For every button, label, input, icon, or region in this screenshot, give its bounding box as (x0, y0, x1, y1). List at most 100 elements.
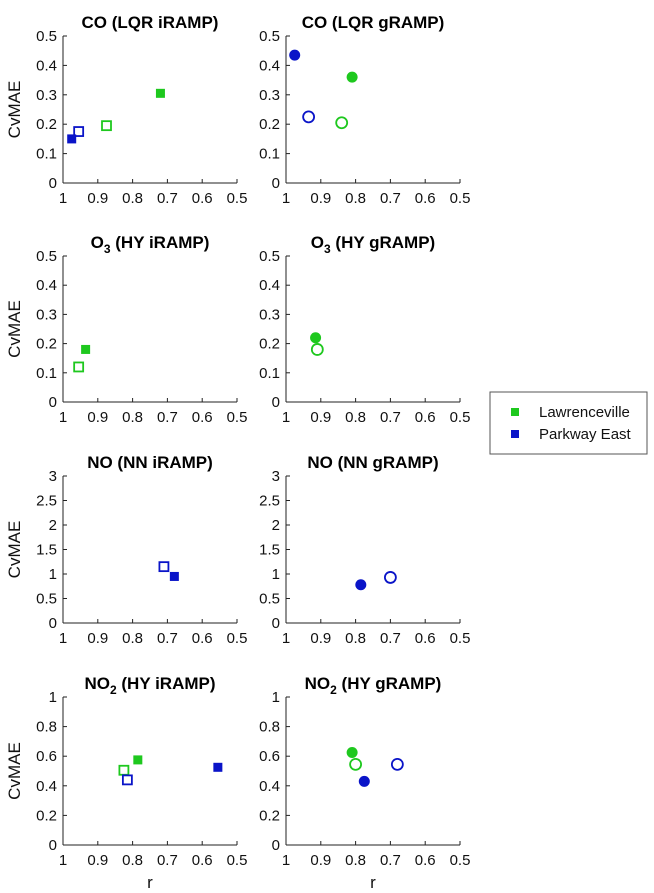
x-tick-label: 0.7 (380, 852, 401, 869)
data-point (289, 49, 301, 61)
x-tick-label: 0.5 (227, 190, 248, 207)
data-point (133, 755, 143, 765)
y-tick-label: 3 (272, 468, 280, 485)
data-point (346, 71, 358, 83)
y-tick-label: 0 (49, 394, 57, 411)
y-tick-label: 0.3 (36, 306, 57, 323)
y-tick-label: 0.6 (259, 748, 280, 765)
data-point (158, 561, 170, 573)
x-tick-label: 0.5 (450, 190, 471, 207)
panel-title: NO (NN gRAMP) (307, 453, 438, 472)
y-tick-label: 0.1 (36, 365, 57, 382)
y-tick-label: 0.2 (36, 336, 57, 353)
y-tick-label: 0.4 (259, 57, 280, 74)
y-tick-label: 0.3 (259, 306, 280, 323)
y-tick-label: 0.2 (36, 807, 57, 824)
x-tick-label: 0.9 (310, 630, 331, 647)
x-tick-label: 0.8 (122, 190, 143, 207)
data-point (118, 764, 130, 776)
x-tick-label: 0.8 (345, 409, 366, 426)
data-point (101, 120, 112, 132)
data-point (335, 116, 349, 130)
x-tick-label: 0.8 (345, 630, 366, 647)
legend-box (489, 391, 648, 455)
legend-marker (511, 430, 519, 438)
y-tick-label: 0.2 (36, 116, 57, 133)
data-point (346, 747, 358, 758)
panel-title: O3 (HY gRAMP) (311, 233, 435, 256)
x-tick-label: 0.5 (450, 630, 471, 647)
y-axis-label: CvMAE (5, 742, 24, 800)
x-tick-label: 0.7 (157, 852, 178, 869)
y-tick-label: 2 (272, 517, 280, 534)
y-tick-label: 1 (49, 689, 57, 706)
y-axis-label: CvMAE (5, 521, 24, 579)
y-tick-label: 1 (272, 689, 280, 706)
y-tick-label: 0 (49, 175, 57, 192)
x-tick-label: 0.7 (380, 630, 401, 647)
y-tick-label: 0.1 (259, 146, 280, 163)
x-tick-label: 0.8 (122, 852, 143, 869)
x-tick-label: 0.8 (345, 852, 366, 869)
x-axis-label: r (147, 873, 153, 892)
y-tick-label: 0.2 (259, 336, 280, 353)
y-tick-label: 1.5 (36, 542, 57, 559)
data-point (67, 134, 77, 144)
x-tick-label: 1 (282, 190, 290, 207)
x-tick-label: 0.6 (415, 630, 436, 647)
x-tick-label: 0.6 (192, 630, 213, 647)
x-tick-label: 0.5 (450, 409, 471, 426)
y-tick-label: 2.5 (259, 493, 280, 510)
x-tick-label: 1 (59, 409, 67, 426)
x-tick-label: 0.7 (380, 409, 401, 426)
y-tick-label: 0.6 (36, 748, 57, 765)
panel-1: 0 0.1 0.2 0.3 0.4 0.5 1 0.9 0.8 0.7 0.6 0.5 CO (LQR … (5, 13, 247, 207)
panel-title: NO (NN iRAMP) (87, 453, 213, 472)
y-tick-label: 0.5 (36, 248, 57, 265)
data-point (81, 344, 91, 354)
y-tick-label: 1.5 (259, 542, 280, 559)
x-tick-label: 0.9 (87, 190, 108, 207)
x-tick-label: 0.6 (415, 852, 436, 869)
panel-2: 0 0.1 0.2 0.3 0.4 0.5 1 0.9 0.8 0.7 0.6 0.5 CO (LQR … (259, 13, 470, 207)
y-tick-label: 0 (272, 394, 280, 411)
data-point (358, 775, 370, 787)
data-point (73, 126, 85, 137)
x-tick-label: 0.8 (122, 409, 143, 426)
y-tick-label: 0.5 (259, 591, 280, 608)
x-tick-label: 1 (282, 409, 290, 426)
y-tick-label: 0 (272, 175, 280, 192)
x-tick-label: 1 (59, 630, 67, 647)
y-tick-label: 2.5 (36, 493, 57, 510)
y-tick-label: 2 (49, 517, 57, 534)
x-tick-label: 0.8 (345, 190, 366, 207)
y-tick-label: 3 (49, 468, 57, 485)
x-tick-label: 0.6 (192, 409, 213, 426)
y-tick-label: 0.1 (36, 146, 57, 163)
y-tick-label: 0.4 (36, 277, 57, 294)
x-tick-label: 0.8 (122, 630, 143, 647)
panel-title: CO (LQR iRAMP) (82, 13, 219, 32)
y-tick-label: 0 (49, 615, 57, 632)
y-axis-label: CvMAE (5, 81, 24, 139)
data-point (383, 571, 397, 584)
x-tick-label: 0.9 (310, 852, 331, 869)
x-tick-label: 0.5 (450, 852, 471, 869)
data-point (355, 579, 367, 591)
y-tick-label: 0.4 (259, 277, 280, 294)
x-tick-label: 0.5 (227, 630, 248, 647)
x-tick-label: 0.5 (227, 409, 248, 426)
y-tick-label: 0.2 (259, 116, 280, 133)
y-tick-label: 0 (272, 837, 280, 854)
panel-3: 0 0.1 0.2 0.3 0.4 0.5 1 0.9 0.8 0.7 0.6 0.5 O3 (HY i… (5, 233, 247, 426)
x-tick-label: 0.5 (227, 852, 248, 869)
x-tick-label: 0.7 (380, 190, 401, 207)
data-point (155, 88, 165, 98)
y-tick-label: 0.2 (259, 807, 280, 824)
panel-4: 0 0.1 0.2 0.3 0.4 0.5 1 0.9 0.8 0.7 0.6 0.5 O3 (HY g… (259, 233, 470, 426)
x-tick-label: 0.7 (157, 409, 178, 426)
panel-6: 0 0.5 1 1.5 2 2.5 3 1 0.9 0.8 0.7 0.6 0.5 NO (NN gRAM… (259, 453, 470, 647)
x-tick-label: 1 (59, 852, 67, 869)
x-tick-label: 0.6 (415, 409, 436, 426)
